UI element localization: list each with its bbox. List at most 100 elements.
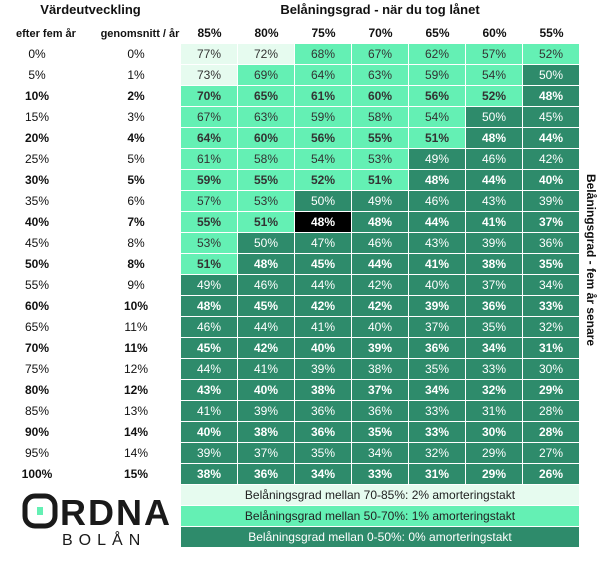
heatmap-cell: 39% xyxy=(352,338,408,358)
heatmap-cell: 31% xyxy=(466,401,522,421)
heatmap-cell: 44% xyxy=(523,128,579,148)
heatmap-cell: 46% xyxy=(181,317,237,337)
row-label-yearly-average: 9% xyxy=(127,278,145,292)
value-growth-header: Värdeutveckling xyxy=(40,2,141,17)
heatmap-cell: 44% xyxy=(295,275,351,295)
heatmap-cell: 52% xyxy=(523,44,579,64)
heatmap-cell: 42% xyxy=(352,275,408,295)
row-label-yearly-average: 8% xyxy=(127,257,145,271)
row-label-yearly-average: 1% xyxy=(127,68,145,82)
heatmap-cell: 70% xyxy=(181,86,237,106)
row-label-yearly-average: 7% xyxy=(127,215,145,229)
heatmap-cell: 53% xyxy=(352,149,408,169)
average-per-year-header: genomsnitt / år xyxy=(100,28,180,40)
heatmap-cell: 32% xyxy=(409,443,465,463)
heatmap-cell: 38% xyxy=(295,380,351,400)
heatmap-cell: 51% xyxy=(181,254,237,274)
logo-subtitle: BOLÅN xyxy=(62,532,147,549)
heatmap-cell: 55% xyxy=(352,128,408,148)
heatmap-cell: 45% xyxy=(238,296,294,316)
heatmap-cell: 35% xyxy=(352,422,408,442)
heatmap-cell: 33% xyxy=(352,464,408,484)
heatmap-cell: 58% xyxy=(352,107,408,127)
heatmap-cell: 59% xyxy=(181,170,237,190)
ltv-at-loan-header: Belåningsgrad - när du tog lånet xyxy=(280,2,480,17)
heatmap-cell: 40% xyxy=(181,422,237,442)
heatmap-cell: 35% xyxy=(466,317,522,337)
heatmap-cell: 59% xyxy=(295,107,351,127)
heatmap-cell: 50% xyxy=(238,233,294,253)
row-label-value-growth: 80% xyxy=(24,383,50,397)
heatmap-cell: 45% xyxy=(295,254,351,274)
heatmap-cell: 34% xyxy=(523,275,579,295)
heatmap-cell: 48% xyxy=(523,86,579,106)
heatmap-cell: 36% xyxy=(295,401,351,421)
heatmap-cell: 33% xyxy=(409,422,465,442)
row-label-yearly-average: 10% xyxy=(123,299,149,313)
logo-mark xyxy=(22,493,58,529)
heatmap-cell: 34% xyxy=(295,464,351,484)
legend-band-low: Belåningsgrad mellan 0-50%: 0% amorterin… xyxy=(181,527,579,547)
heatmap-cell: 51% xyxy=(238,212,294,232)
heatmap-cell: 48% xyxy=(295,212,351,232)
heatmap-cell: 41% xyxy=(181,401,237,421)
heatmap-cell: 41% xyxy=(295,317,351,337)
heatmap-cell: 52% xyxy=(295,170,351,190)
column-header: 80% xyxy=(254,26,279,40)
heatmap-cell: 54% xyxy=(466,65,522,85)
heatmap-cell: 64% xyxy=(295,65,351,85)
heatmap-cell: 31% xyxy=(409,464,465,484)
heatmap-cell: 33% xyxy=(409,401,465,421)
heatmap-cell: 37% xyxy=(466,275,522,295)
heatmap-cell: 48% xyxy=(352,212,408,232)
heatmap-cell: 37% xyxy=(523,212,579,232)
heatmap-cell: 36% xyxy=(466,296,522,316)
heatmap-cell: 46% xyxy=(466,149,522,169)
column-header: 55% xyxy=(539,26,564,40)
heatmap-cell: 61% xyxy=(181,149,237,169)
heatmap-cell: 58% xyxy=(238,149,294,169)
heatmap-cell: 37% xyxy=(238,443,294,463)
heatmap-cell: 41% xyxy=(466,212,522,232)
heatmap-cell: 39% xyxy=(409,296,465,316)
row-label-yearly-average: 14% xyxy=(123,425,149,439)
column-header: 85% xyxy=(197,26,222,40)
heatmap-cell: 69% xyxy=(238,65,294,85)
heatmap-cell: 53% xyxy=(181,233,237,253)
heatmap-cell: 33% xyxy=(466,359,522,379)
heatmap-cell: 35% xyxy=(523,254,579,274)
heatmap-cell: 63% xyxy=(238,107,294,127)
heatmap-cell: 44% xyxy=(409,212,465,232)
row-label-yearly-average: 6% xyxy=(127,194,145,208)
heatmap-cell: 55% xyxy=(238,170,294,190)
heatmap-cell: 57% xyxy=(466,44,522,64)
row-label-yearly-average: 12% xyxy=(123,383,149,397)
heatmap-cell: 41% xyxy=(238,359,294,379)
row-label-yearly-average: 13% xyxy=(123,404,149,418)
row-label-value-growth: 100% xyxy=(21,467,53,481)
row-label-value-growth: 85% xyxy=(24,404,50,418)
heatmap-cell: 67% xyxy=(181,107,237,127)
legend-band-mid: Belåningsgrad mellan 50-70%: 1% amorteri… xyxy=(181,506,579,526)
heatmap-cell: 43% xyxy=(181,380,237,400)
heatmap-cell: 40% xyxy=(523,170,579,190)
heatmap-cell: 36% xyxy=(238,464,294,484)
heatmap-cell: 51% xyxy=(409,128,465,148)
heatmap-cell: 43% xyxy=(409,233,465,253)
heatmap-cell: 36% xyxy=(523,233,579,253)
heatmap-cell: 34% xyxy=(409,380,465,400)
heatmap-cell: 30% xyxy=(523,359,579,379)
row-label-yearly-average: 2% xyxy=(127,89,145,103)
row-label-yearly-average: 5% xyxy=(127,173,145,187)
row-label-value-growth: 60% xyxy=(24,299,50,313)
heatmap-cell: 33% xyxy=(523,296,579,316)
row-label-value-growth: 0% xyxy=(28,47,46,61)
heatmap-cell: 38% xyxy=(352,359,408,379)
heatmap-cell: 44% xyxy=(238,317,294,337)
heatmap-cell: 57% xyxy=(181,191,237,211)
heatmap-cell: 40% xyxy=(409,275,465,295)
heatmap-cell: 46% xyxy=(352,233,408,253)
after-five-years-header: efter fem år xyxy=(16,28,76,40)
heatmap-cell: 51% xyxy=(352,170,408,190)
row-label-yearly-average: 12% xyxy=(123,362,149,376)
